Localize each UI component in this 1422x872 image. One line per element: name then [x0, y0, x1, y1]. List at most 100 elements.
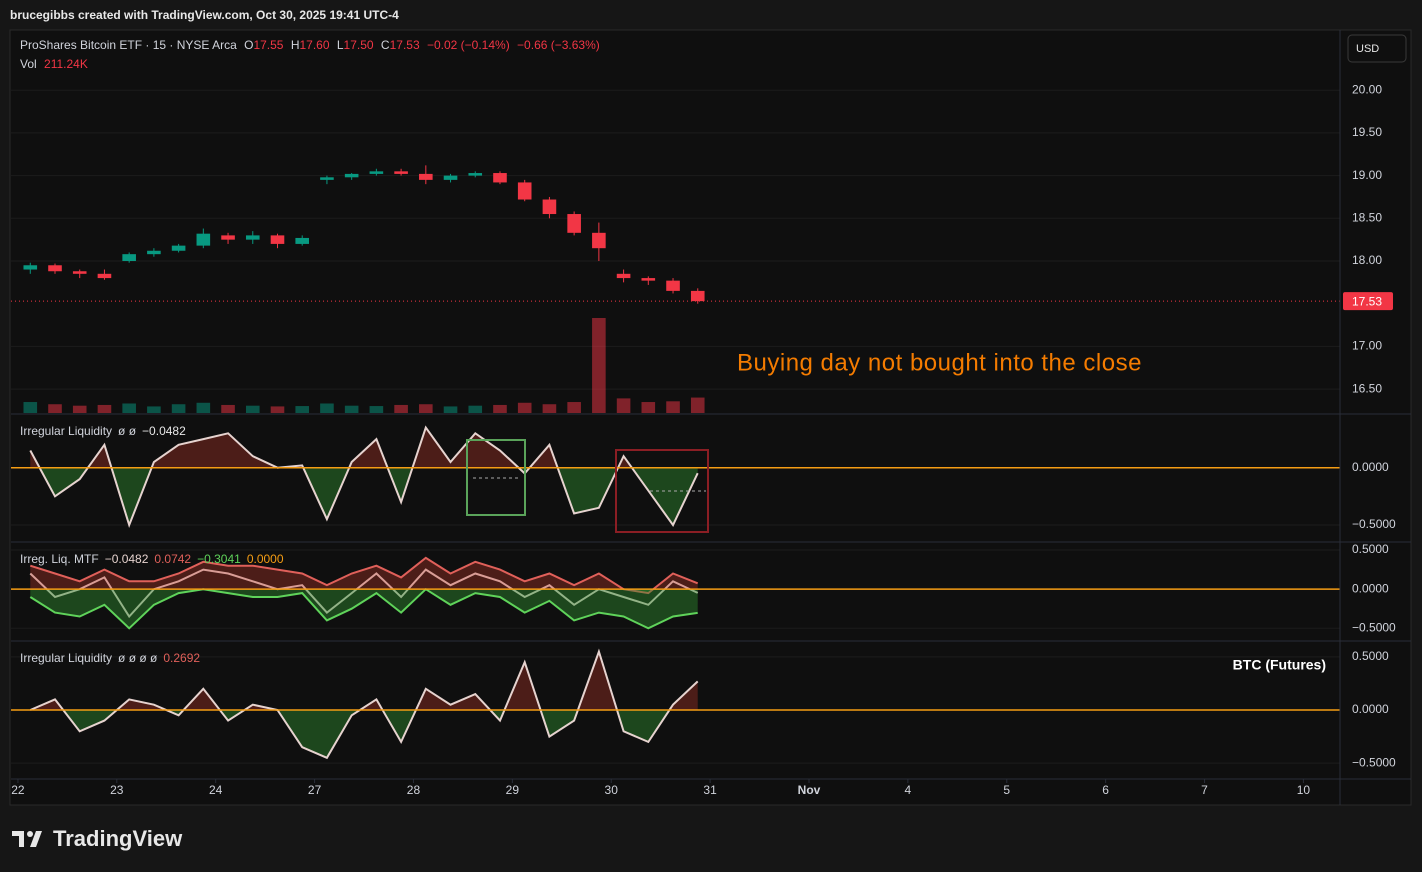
- pane-legend-value: 0.0000: [247, 552, 284, 566]
- y-tick-label: 0.5000: [1352, 542, 1389, 556]
- candle-body: [48, 265, 62, 272]
- candle-body: [97, 273, 112, 279]
- area-below: [30, 710, 698, 758]
- candle-body: [270, 235, 285, 244]
- candle-body: [344, 173, 359, 178]
- x-tick-label: 22: [11, 783, 25, 797]
- candle-body: [443, 175, 458, 180]
- credit: brucegibbs created with TradingView.com,…: [10, 8, 399, 22]
- pane-legend-value: 0.0742: [154, 552, 191, 566]
- volume-bar: [493, 404, 507, 413]
- candle-body: [245, 235, 260, 240]
- logo-mark: [30, 831, 42, 847]
- annotation: Buying day not bought into the close: [737, 349, 1142, 376]
- volume-bar: [97, 404, 112, 413]
- candle-body: [592, 232, 606, 249]
- volume-bar: [147, 406, 161, 413]
- candle-body: [72, 271, 87, 274]
- candle-body: [171, 245, 186, 251]
- y-tick-label: 18.00: [1352, 253, 1382, 267]
- x-tick-label: 10: [1297, 783, 1311, 797]
- candle-body: [616, 273, 631, 279]
- candle-body: [320, 177, 334, 180]
- y-tick-label: −0.5000: [1352, 517, 1396, 531]
- candle-body: [641, 278, 656, 281]
- volume-bar: [72, 405, 87, 413]
- volume-bar: [567, 402, 581, 413]
- x-tick-label: 23: [110, 783, 124, 797]
- pane-legend-value: −0.0482: [105, 552, 149, 566]
- x-tick-label: Nov: [798, 783, 821, 797]
- volume-legend: Vol 211.24K: [20, 57, 88, 71]
- volume-bar: [394, 404, 408, 413]
- candle-body: [567, 214, 581, 233]
- volume-bar: [517, 402, 532, 413]
- currency-button[interactable]: [1347, 34, 1407, 63]
- y-tick-label: 0.0000: [1352, 581, 1389, 595]
- y-tick-label: 20.00: [1352, 82, 1382, 96]
- pane-annotation: BTC (Futures): [1233, 657, 1326, 673]
- volume-bar: [221, 404, 235, 413]
- logo-text: TradingView: [53, 826, 183, 851]
- volume-bar: [196, 402, 211, 413]
- logo-mark: [19, 831, 24, 847]
- volume-bar: [542, 404, 557, 413]
- volume-bar: [23, 402, 38, 413]
- indicator-line: [29, 648, 699, 760]
- ohlc-value: 17.55: [253, 38, 283, 52]
- pane-legend: Irreg. Liq. MTF −0.0482 0.0742 −0.3041 0.000…: [20, 552, 284, 566]
- ohlc-label: L: [337, 38, 344, 52]
- volume-bar: [171, 404, 186, 413]
- volume-bar: [369, 406, 384, 413]
- indicator-line: [29, 556, 699, 595]
- last-price-label: 17.53: [1352, 294, 1382, 308]
- volume-bar: [344, 405, 359, 413]
- x-tick-label: 6: [1102, 783, 1109, 797]
- indicator-line: [29, 568, 699, 619]
- volume-bar: [270, 406, 285, 413]
- ohlc-label: H: [291, 38, 300, 52]
- ohlc-value: 17.50: [344, 38, 374, 52]
- ohlc-value: 17.53: [390, 38, 420, 52]
- x-tick-label: 30: [605, 783, 619, 797]
- candle-body: [221, 235, 235, 240]
- pane-legend: Irregular Liquidity ø ø ø ø 0.2692: [20, 651, 200, 665]
- candle-body: [147, 250, 161, 255]
- candle-body: [666, 280, 680, 291]
- highlight-box: [615, 449, 709, 533]
- candle-body: [122, 254, 136, 261]
- pane-title: Irreg. Liq. MTF: [20, 552, 99, 566]
- x-tick-label: 24: [209, 783, 223, 797]
- change-day: −0.66 (−3.63%): [517, 38, 600, 52]
- pane-title: Irregular Liquidity: [20, 424, 112, 438]
- symbol: ProShares Bitcoin ETF · 15 · NYSE Arca: [20, 38, 237, 52]
- y-tick-label: 19.50: [1352, 125, 1382, 139]
- ohlc-label: O: [244, 38, 253, 52]
- pane-title: Irregular Liquidity: [20, 651, 112, 665]
- legend-line: ProShares Bitcoin ETF · 15 · NYSE Arca O…: [20, 38, 600, 52]
- pane-flags: ø ø ø ø: [118, 651, 158, 665]
- ohlc-label: C: [381, 38, 390, 52]
- volume-bar: [616, 398, 631, 413]
- currency[interactable]: USD: [1356, 43, 1379, 55]
- x-tick-label: 31: [703, 783, 717, 797]
- pane-legend-value: −0.3041: [197, 552, 241, 566]
- candle-body: [517, 182, 532, 200]
- volume-bar: [443, 406, 458, 413]
- candle-body: [542, 199, 557, 215]
- volume-bar: [666, 401, 680, 413]
- ohlc-value: 17.60: [299, 38, 329, 52]
- logo-mark: [12, 831, 24, 836]
- volume-bar: [690, 397, 705, 413]
- y-tick-label: −0.5000: [1352, 755, 1396, 769]
- x-tick-label: 29: [506, 783, 520, 797]
- candle-body: [369, 171, 384, 174]
- volume-bar: [641, 402, 656, 413]
- x-tick-label: 4: [905, 783, 912, 797]
- y-tick-label: 18.50: [1352, 210, 1382, 224]
- volume-value: 211.24K: [44, 57, 88, 71]
- volume-bar: [295, 406, 310, 413]
- candle-body: [468, 173, 483, 176]
- candle-body: [394, 171, 408, 174]
